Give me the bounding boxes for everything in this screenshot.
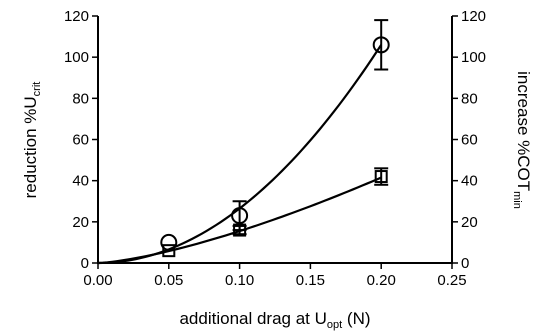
y-right-tick-label: 20 [461, 214, 478, 231]
x-tick-label: 0.10 [225, 272, 254, 289]
square-marker [374, 170, 388, 184]
y-left-tick-label: 0 [81, 255, 89, 272]
y-right-tick-label: 100 [461, 49, 486, 66]
y-right-ticks: 0 20 40 60 80 100 120 [452, 8, 486, 272]
x-tick-label: 0.05 [154, 272, 183, 289]
circle-marker [372, 36, 390, 54]
y-right-tick-label: 80 [461, 90, 478, 107]
x-tick-label: 0.00 [83, 272, 112, 289]
y-right-tick-label: 120 [461, 8, 486, 25]
plot-frame [97, 16, 453, 264]
error-bars [232, 19, 389, 236]
y-left-tick-label: 80 [72, 90, 89, 107]
y-left-tick-label: 100 [64, 49, 89, 66]
x-tick-label: 0.20 [367, 272, 396, 289]
square-marker [233, 223, 247, 237]
y-left-tick-label: 120 [64, 8, 89, 25]
data-markers [160, 36, 390, 258]
y-left-tick-label: 20 [72, 214, 89, 231]
x-tick-label: 0.15 [296, 272, 325, 289]
square-marker [162, 244, 176, 258]
circle-marker [160, 233, 178, 251]
circle-marker [231, 207, 249, 225]
x-axis-label: additional drag at Uopt (N) [179, 309, 370, 331]
y-right-tick-label: 40 [461, 173, 478, 190]
y-left-tick-label: 40 [72, 173, 89, 190]
x-ticks: 0.00 0.05 0.10 0.15 0.20 0.25 [83, 263, 467, 289]
y-right-tick-label: 0 [461, 255, 469, 272]
y-left-axis-label: reduction %Ucrit [21, 82, 43, 199]
y-left-ticks: 0 20 40 60 80 100 120 [64, 8, 98, 272]
x-tick-label: 0.25 [437, 272, 466, 289]
y-right-tick-label: 60 [461, 132, 478, 149]
y-right-axis-label: increase %COTmin [511, 71, 533, 209]
y-left-tick-label: 60 [72, 132, 89, 149]
